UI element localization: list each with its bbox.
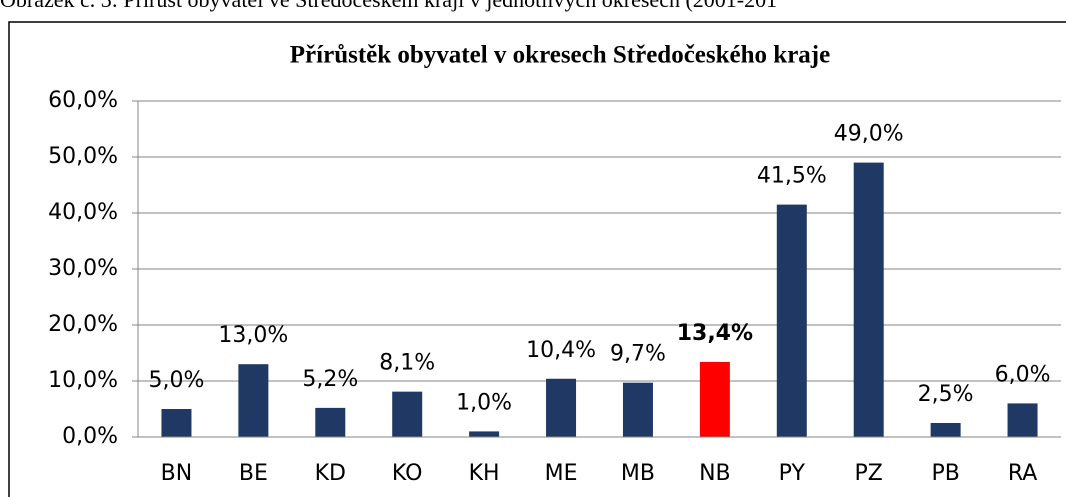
bar xyxy=(392,391,423,437)
x-tick-label: BE xyxy=(239,461,268,486)
x-tick-label: KH xyxy=(469,461,500,486)
y-tick-label: 10,0% xyxy=(48,368,118,393)
y-tick-label: 30,0% xyxy=(48,256,118,281)
bar xyxy=(469,431,500,437)
data-label: 5,2% xyxy=(302,367,358,392)
bar xyxy=(930,423,961,437)
bar xyxy=(622,382,653,437)
x-tick-label: PY xyxy=(779,461,806,486)
data-label: 2,5% xyxy=(918,382,974,407)
data-label: 13,0% xyxy=(218,323,288,348)
y-tick-label: 60,0% xyxy=(48,88,118,113)
bar xyxy=(161,409,192,437)
x-tick-label: KO xyxy=(392,461,423,486)
bar xyxy=(853,162,884,437)
data-label: 41,5% xyxy=(757,164,827,189)
bar xyxy=(238,364,269,437)
x-tick-label: PB xyxy=(931,461,959,486)
bar xyxy=(776,204,807,437)
y-tick-label: 40,0% xyxy=(48,200,118,225)
x-tick-label: RA xyxy=(1008,461,1037,486)
x-tick-label: KD xyxy=(315,461,346,486)
y-tick-label: 20,0% xyxy=(48,312,118,337)
data-label: 1,0% xyxy=(456,390,512,415)
data-label: 13,4% xyxy=(677,321,753,346)
x-tick-label: NB xyxy=(699,461,731,486)
x-tick-label: BN xyxy=(161,461,193,486)
bar xyxy=(699,361,730,437)
data-label: 9,7% xyxy=(610,342,666,367)
chart-title: Přírůstěk obyvatel v okresech Středočesk… xyxy=(290,42,830,69)
caption: Obrázek č. 3: Přírůst obyvatel ve Středo… xyxy=(0,0,777,12)
bar xyxy=(1007,403,1038,437)
data-label: 8,1% xyxy=(379,351,435,376)
bar xyxy=(546,378,577,437)
data-label: 10,4% xyxy=(526,338,596,363)
bar xyxy=(315,407,346,437)
x-tick-label: PZ xyxy=(855,461,883,486)
x-tick-label: MB xyxy=(621,461,655,486)
data-label: 6,0% xyxy=(995,362,1051,387)
y-tick-label: 50,0% xyxy=(48,144,118,169)
data-label: 49,0% xyxy=(834,122,904,147)
data-label: 5,0% xyxy=(149,368,205,393)
y-tick-label: 0,0% xyxy=(62,424,118,449)
x-tick-label: ME xyxy=(545,461,578,486)
